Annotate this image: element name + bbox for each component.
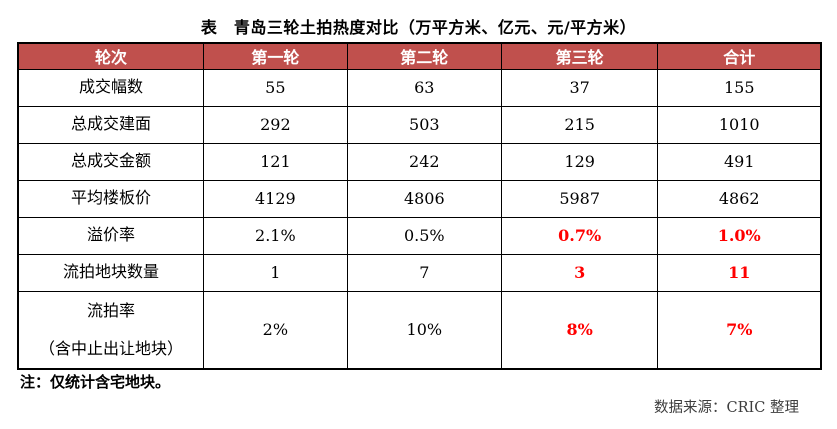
cell-value: 7% xyxy=(657,290,822,370)
table-row: 成交幅数 55 63 37 155 xyxy=(17,68,822,107)
row-label: 成交幅数 xyxy=(17,68,204,107)
cell-value: 3 xyxy=(500,253,659,292)
cell-value: 0.5% xyxy=(346,216,502,255)
header-cell-first: 第一轮 xyxy=(202,42,348,70)
header-cell-second: 第二轮 xyxy=(346,42,502,70)
row-label: 流拍率 （含中止出让地块） xyxy=(17,290,204,370)
table-body: 成交幅数 55 63 37 155 总成交建面 292 503 215 1010 总成交金额 121 2… xyxy=(17,68,822,370)
cell-value: 1.0% xyxy=(657,216,822,255)
table-row: 溢价率 2.1% 0.5% 0.7% 1.0% xyxy=(17,216,822,255)
data-source: 数据来源：CRIC 整理 xyxy=(654,400,799,416)
table-row: 平均楼板价 4129 4806 5987 4862 xyxy=(17,179,822,218)
cell-value: 4862 xyxy=(657,179,822,218)
table-header: 轮次 第一轮 第二轮 第三轮 合计 xyxy=(17,42,822,70)
cell-value: 121 xyxy=(202,142,348,181)
row-label: 平均楼板价 xyxy=(17,179,204,218)
table-row: 总成交金额 121 242 129 491 xyxy=(17,142,822,181)
cell-value: 491 xyxy=(657,142,822,181)
cell-value: 129 xyxy=(500,142,659,181)
land-auction-table: 轮次 第一轮 第二轮 第三轮 合计 成交幅数 55 63 37 155 总成交建面 292 5… xyxy=(17,42,822,371)
header-cell-third: 第三轮 xyxy=(500,42,659,70)
cell-value: 0.7% xyxy=(500,216,659,255)
cell-value: 215 xyxy=(500,105,659,144)
cell-value: 10% xyxy=(346,290,502,370)
cell-value: 1 xyxy=(202,253,348,292)
cell-value: 4129 xyxy=(202,179,348,218)
cell-value: 155 xyxy=(657,68,822,107)
cell-value: 63 xyxy=(346,68,502,107)
cell-value: 242 xyxy=(346,142,502,181)
header-row: 轮次 第一轮 第二轮 第三轮 合计 xyxy=(17,42,822,70)
cell-value: 292 xyxy=(202,105,348,144)
table-row: 流拍地块数量 1 7 3 11 xyxy=(17,253,822,292)
cell-value: 37 xyxy=(500,68,659,107)
header-cell-total: 合计 xyxy=(657,42,822,70)
cell-value: 2.1% xyxy=(202,216,348,255)
cell-value: 55 xyxy=(202,68,348,107)
row-label: 流拍地块数量 xyxy=(17,253,204,292)
cell-value: 1010 xyxy=(657,105,822,144)
header-cell-round: 轮次 xyxy=(17,42,204,70)
cell-value: 7 xyxy=(346,253,502,292)
row-label: 总成交金额 xyxy=(17,142,204,181)
cell-value: 4806 xyxy=(346,179,502,218)
footnote: 注：仅统计含宅地块。 xyxy=(20,373,171,391)
table-row: 总成交建面 292 503 215 1010 xyxy=(17,105,822,144)
row-label: 溢价率 xyxy=(17,216,204,255)
data-table-container: 轮次 第一轮 第二轮 第三轮 合计 成交幅数 55 63 37 155 总成交建面 292 5… xyxy=(17,42,822,371)
table-row: 流拍率 （含中止出让地块） 2% 10% 8% 7% xyxy=(17,290,822,370)
row-label: 总成交建面 xyxy=(17,105,204,144)
cell-value: 8% xyxy=(500,290,659,370)
cell-value: 503 xyxy=(346,105,502,144)
cell-value: 5987 xyxy=(500,179,659,218)
cell-value: 11 xyxy=(657,253,822,292)
cell-value: 2% xyxy=(202,290,348,370)
table-title: 表 青岛三轮土拍热度对比（万平方米、亿元、元/平方米） xyxy=(200,18,637,37)
